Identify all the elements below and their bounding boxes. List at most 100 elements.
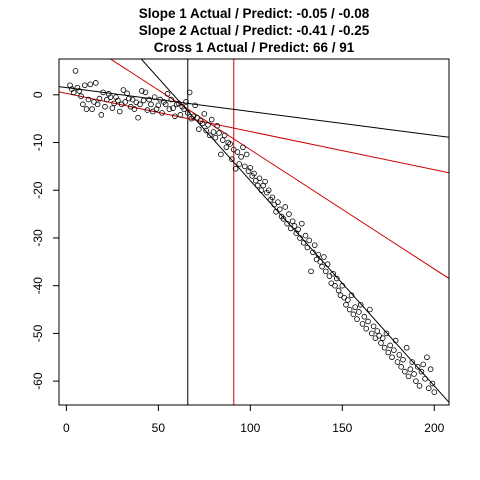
data-point [343, 301, 349, 308]
fit-line-2 [59, 91, 449, 174]
data-point [146, 96, 152, 103]
data-point [223, 144, 230, 151]
x-tick-label: 50 [152, 421, 166, 435]
y-tick-label: -60 [31, 372, 45, 390]
data-point [181, 106, 187, 112]
data-point [319, 263, 325, 270]
data-point [170, 105, 176, 111]
data-point [234, 149, 241, 155]
data-point [216, 130, 222, 136]
data-point [85, 96, 92, 103]
data-point [425, 385, 432, 392]
data-point [387, 342, 393, 349]
data-point [416, 383, 423, 389]
x-tick-label: 150 [332, 421, 352, 435]
data-point [321, 254, 327, 260]
data-point [148, 101, 154, 108]
data-point [107, 94, 114, 100]
data-point [236, 161, 243, 167]
data-point [370, 323, 377, 330]
data-point [229, 156, 235, 163]
data-point [72, 68, 79, 74]
data-point [411, 371, 417, 377]
data-point [208, 116, 215, 123]
data-point [142, 89, 149, 96]
data-point [265, 187, 272, 194]
data-point [96, 95, 103, 102]
data-point [92, 80, 99, 86]
data-point [247, 165, 254, 171]
data-point [324, 261, 331, 268]
data-point [251, 170, 257, 177]
data-point [357, 301, 364, 308]
data-point [405, 373, 412, 380]
data-point [269, 194, 276, 201]
data-point [172, 113, 178, 120]
data-point [116, 108, 123, 115]
data-point [359, 321, 366, 327]
data-point [168, 96, 175, 103]
y-tick-label: -30 [31, 229, 45, 247]
y-tick-label: -20 [31, 181, 45, 199]
data-point [291, 223, 298, 229]
y-tick-label: -40 [31, 277, 45, 295]
data-point [115, 97, 121, 104]
data-point [378, 340, 384, 346]
data-point [284, 220, 290, 227]
data-point [81, 82, 88, 89]
data-point [413, 378, 419, 384]
data-point [414, 364, 421, 370]
data-point [245, 168, 252, 174]
data-point [105, 91, 112, 97]
data-point [190, 113, 197, 120]
data-point [162, 101, 169, 108]
data-point [80, 101, 86, 108]
data-point [102, 103, 108, 110]
data-point [184, 110, 191, 116]
data-point [300, 239, 307, 246]
data-point [89, 106, 95, 112]
data-point [335, 287, 342, 294]
data-point [302, 232, 309, 239]
x-tick-label: 0 [63, 421, 70, 435]
data-point [424, 354, 430, 361]
data-point [422, 375, 428, 382]
data-point [232, 165, 239, 172]
data-point [275, 199, 281, 205]
data-point [243, 151, 250, 158]
data-point [218, 151, 224, 158]
data-point [367, 306, 373, 313]
data-point [144, 107, 151, 113]
data-point [400, 356, 406, 363]
data-point [365, 318, 371, 325]
data-point [155, 102, 162, 109]
data-point [203, 127, 209, 134]
data-point [192, 102, 198, 109]
data-point [345, 297, 351, 303]
data-point [177, 112, 184, 118]
data-point [286, 211, 292, 217]
data-point [317, 259, 324, 265]
data-point [129, 96, 136, 103]
data-point [240, 144, 246, 151]
data-point [289, 218, 296, 225]
data-point [256, 175, 263, 182]
data-point [409, 359, 416, 365]
data-point [381, 344, 388, 351]
data-point [346, 306, 353, 313]
data-point [131, 106, 138, 112]
data-point [214, 123, 221, 129]
data-point [69, 86, 75, 92]
data-point [159, 110, 165, 116]
data-point [262, 178, 268, 185]
data-point [201, 111, 208, 117]
data-point [431, 389, 438, 395]
data-point [98, 112, 105, 118]
x-tick-label: 100 [240, 421, 260, 435]
data-point [385, 349, 392, 356]
data-point [221, 132, 228, 139]
data-point [418, 368, 425, 375]
data-point [83, 106, 90, 112]
data-point [403, 344, 410, 351]
